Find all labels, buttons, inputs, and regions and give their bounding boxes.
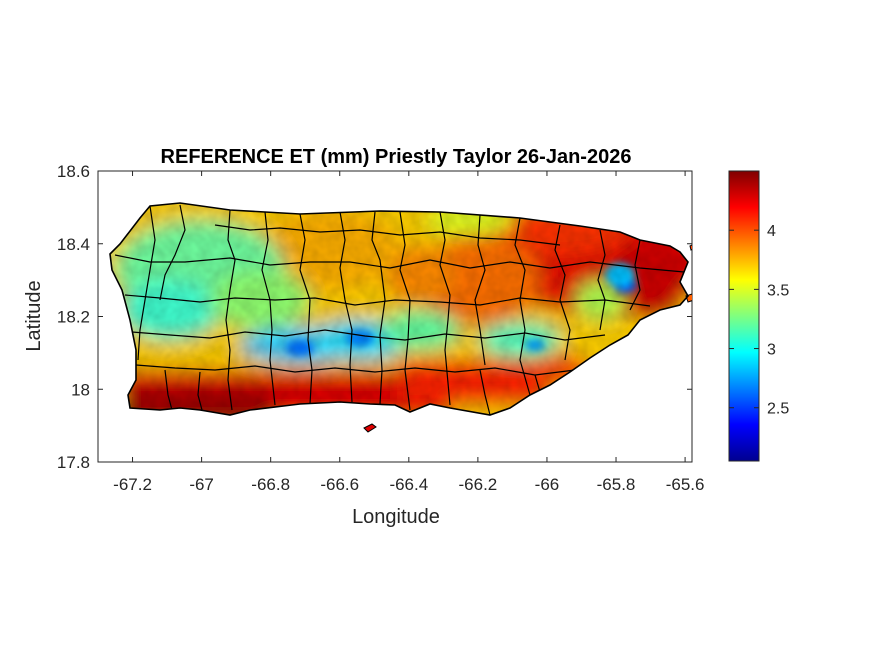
x-axis-label: Longitude	[352, 506, 440, 528]
x-tick-label: -66.4	[389, 475, 428, 494]
colorbar-tick-label: 3.5	[767, 282, 789, 299]
municipal-boundaries	[114, 204, 685, 415]
colorbar-tick-label: 4	[767, 223, 776, 240]
x-tick-label: -67	[189, 475, 214, 494]
y-tick-label: 18.2	[57, 308, 90, 327]
x-axis: -67.2 -67 -66.8 -66.6 -66.4 -66.2 -66 -65.8 -65.…	[113, 171, 704, 528]
y-tick-label: 17.8	[57, 453, 90, 472]
x-tick-label: -67.2	[113, 475, 152, 494]
y-tick-label: 18.4	[57, 235, 90, 254]
x-tick-label: -66.2	[459, 475, 498, 494]
colorbar-tick-label: 2.5	[767, 401, 789, 418]
y-tick-label: 18.6	[57, 162, 90, 181]
colorbar-tick-label: 3	[767, 342, 776, 359]
x-tick-label: -66.8	[251, 475, 290, 494]
y-axis: 18.6 18.4 18.2 18 17.8 Latitude	[23, 162, 692, 472]
y-axis-label: Latitude	[23, 280, 45, 351]
x-tick-label: -66.6	[320, 475, 359, 494]
y-tick-label: 18	[71, 380, 90, 399]
colorbar: 2.5 3 3.5 4	[728, 170, 789, 462]
x-tick-label: -65.8	[597, 475, 636, 494]
x-tick-label: -66	[535, 475, 560, 494]
colorbar-gradient	[728, 170, 760, 462]
et-heatmap	[110, 203, 692, 433]
x-tick-label: -65.6	[666, 475, 705, 494]
chart-title: REFERENCE ET (mm) Priestly Taylor 26-Jan…	[161, 146, 632, 168]
